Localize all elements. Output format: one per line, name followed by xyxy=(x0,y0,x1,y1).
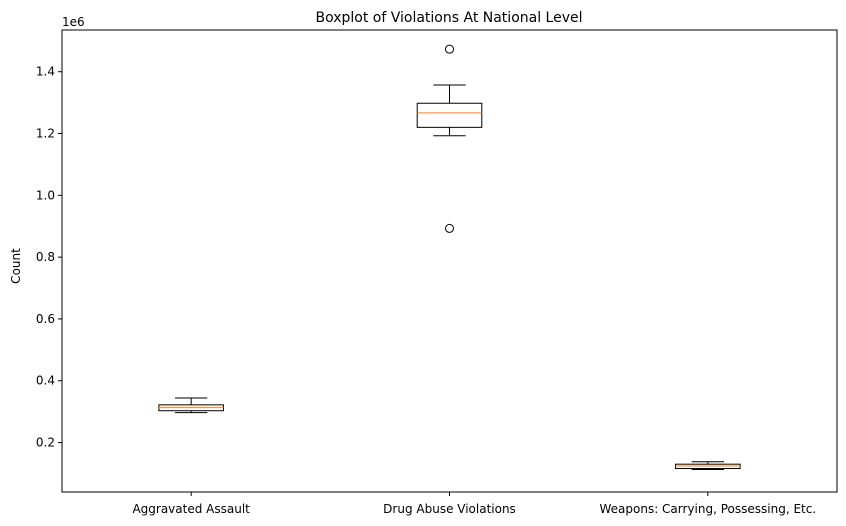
outlier-point xyxy=(445,44,454,54)
y-axis-scale-label: 1e6 xyxy=(62,15,85,29)
outlier-point xyxy=(445,223,454,233)
plot-area: 0.2 0.4 0.6 0.8 1.0 1.2 1.4 Aggravated Assault D… xyxy=(36,29,838,516)
box xyxy=(416,102,483,128)
chart-title: Boxplot of Violations At National Level xyxy=(315,10,582,26)
y-tick-label: 0.6 xyxy=(36,312,55,326)
y-tick-label: 1.2 xyxy=(36,127,55,141)
x-tick-label: Aggravated Assault xyxy=(132,502,250,516)
y-tick-label: 0.8 xyxy=(36,250,55,264)
y-tick-label: 0.4 xyxy=(36,374,55,388)
y-tick-label: 1.0 xyxy=(36,188,55,202)
x-tick-label: Weapons: Carrying, Possessing, Etc. xyxy=(599,502,816,516)
y-tick-label: 0.2 xyxy=(36,436,55,450)
y-axis-label: Count xyxy=(9,248,23,284)
x-tick-label: Drug Abuse Violations xyxy=(383,502,516,516)
y-tick-label: 1.4 xyxy=(36,65,55,79)
